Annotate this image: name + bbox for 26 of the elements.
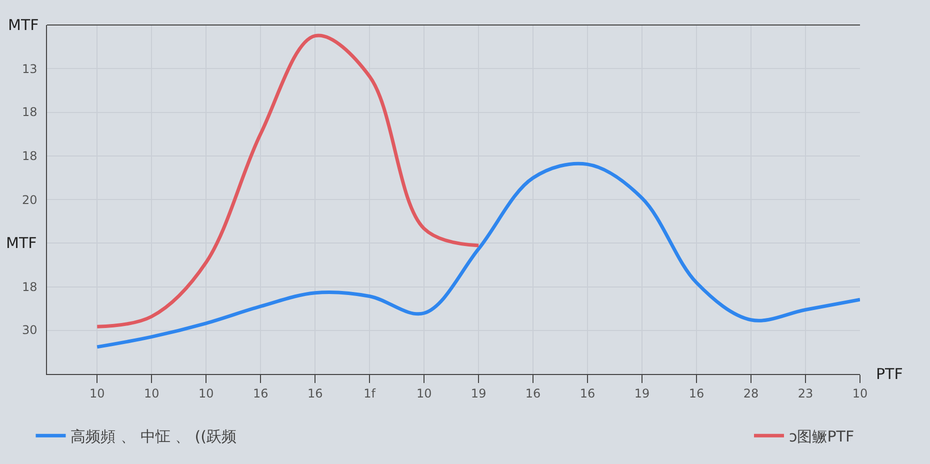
text: 18	[22, 149, 38, 163]
x-tick-label: 10	[198, 386, 214, 400]
legend-label: ↄ图鳜PTF	[789, 427, 854, 446]
x-tick-label: 10	[89, 386, 105, 400]
x-tick-label: 23	[798, 386, 814, 400]
x-tick-label: 10	[144, 386, 160, 400]
text: 20	[22, 193, 38, 207]
x-tick-label: 10	[852, 386, 868, 400]
x-tick-label: 10	[416, 386, 432, 400]
text: 18	[22, 105, 38, 119]
x-tick-label: 28	[743, 386, 759, 400]
x-tick-label: 16	[525, 386, 541, 400]
x-tick-label: 19	[470, 386, 486, 400]
x-tick-label: 1f	[364, 386, 376, 400]
text: 30	[22, 323, 38, 337]
x-tick-label: 16	[307, 386, 323, 400]
text: 18	[22, 280, 38, 294]
x-tick-label: 16	[580, 386, 596, 400]
x-tick-label: 16	[688, 386, 704, 400]
x-tick-label: 16	[252, 386, 268, 400]
text: 13	[22, 62, 38, 76]
legend-label: 高频頻 、 中怔 、 ((跃频	[70, 427, 237, 446]
x-tick-label: 19	[634, 386, 650, 400]
y-axis-title: MTF	[8, 16, 39, 34]
text: MTF	[6, 234, 37, 252]
x-axis-title: PTF	[876, 365, 903, 383]
